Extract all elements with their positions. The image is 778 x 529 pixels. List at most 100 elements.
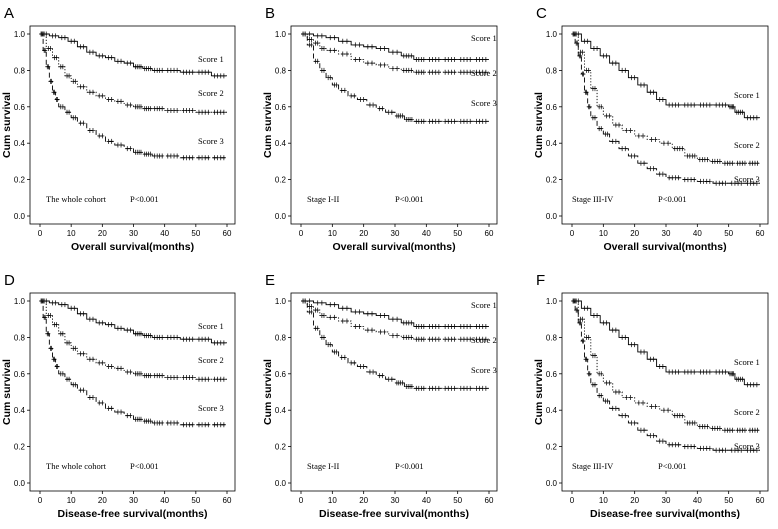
km-curve-score-3: [301, 33, 489, 122]
censor-mark: [206, 69, 211, 75]
x-tick-label: 30: [129, 229, 138, 238]
censor-mark: [382, 313, 387, 319]
censor-mark: [409, 117, 414, 123]
censor-mark: [221, 376, 226, 382]
censor-mark: [344, 51, 349, 57]
censor-mark: [72, 305, 77, 311]
censor-mark: [605, 398, 610, 404]
km-curve-score-2: [572, 33, 760, 164]
censor-mark: [221, 422, 226, 428]
censor-mark: [468, 69, 473, 75]
series-label-score-1: Score 1: [198, 54, 224, 64]
censor-mark: [739, 447, 744, 453]
censor-mark: [100, 133, 105, 139]
censor-mark: [617, 122, 621, 128]
censor-mark: [452, 56, 457, 62]
cohort-annotation: Stage III-IV: [572, 194, 614, 204]
censor-mark: [661, 407, 666, 413]
censor-mark: [100, 400, 105, 406]
censor-mark: [707, 178, 712, 184]
panel-letter: D: [4, 272, 15, 289]
censor-mark: [315, 325, 320, 331]
censor-mark: [421, 336, 426, 342]
p-value: P<0.001: [395, 461, 424, 471]
censor-mark: [483, 323, 488, 329]
censor-mark: [221, 73, 226, 79]
censor-mark: [604, 320, 609, 326]
censor-mark: [109, 364, 114, 370]
y-axis-title: Cum survival: [1, 92, 13, 158]
censor-mark: [62, 35, 67, 41]
censor-mark: [160, 153, 165, 159]
censor-mark: [730, 160, 735, 166]
censor-mark: [378, 329, 383, 335]
censor-mark: [692, 420, 697, 426]
censor-mark: [190, 69, 195, 75]
censor-mark: [72, 38, 77, 44]
censor-mark: [436, 385, 441, 391]
censor-mark: [575, 40, 580, 46]
censor-mark: [730, 427, 735, 433]
censor-mark: [400, 113, 405, 119]
censor-mark: [54, 55, 59, 61]
censor-mark: [409, 384, 414, 390]
series-label-score-2: Score 2: [734, 140, 760, 150]
censor-mark: [586, 67, 591, 73]
censor-mark: [371, 369, 376, 375]
km-curve-score-1: [572, 300, 760, 386]
series-label-score-2: Score 2: [471, 335, 497, 345]
censor-mark: [332, 302, 337, 308]
series-label-score-1: Score 1: [471, 300, 497, 310]
censor-mark: [605, 131, 610, 137]
censor-mark: [334, 349, 339, 355]
censor-mark: [138, 331, 143, 337]
censor-mark: [309, 309, 314, 315]
x-axis-title: Overall survival(months): [603, 241, 726, 253]
y-tick-label: 0.2: [14, 176, 26, 185]
censor-mark: [592, 86, 597, 92]
y-tick-label: 0.2: [14, 443, 26, 452]
censor-mark: [175, 374, 180, 380]
censor-mark: [148, 333, 153, 339]
censor-mark: [160, 106, 165, 112]
censor-mark: [578, 320, 583, 326]
censor-mark: [595, 46, 600, 52]
censor-mark: [680, 413, 685, 419]
plot-frame: [561, 292, 769, 492]
censor-mark: [81, 84, 86, 90]
y-tick-label: 0.2: [275, 443, 287, 452]
x-tick-label: 20: [630, 229, 639, 238]
censor-mark: [692, 177, 697, 183]
censor-mark: [642, 349, 647, 355]
x-tick-label: 20: [98, 229, 107, 238]
cohort-annotation: The whole cohort: [46, 194, 107, 204]
censor-mark: [731, 104, 736, 110]
censor-mark: [651, 89, 656, 95]
censor-mark: [73, 115, 78, 121]
censor-mark: [731, 371, 736, 377]
x-tick-label: 0: [299, 496, 304, 505]
censor-mark: [128, 369, 133, 375]
censor-mark: [409, 334, 414, 340]
censor-mark: [723, 180, 728, 186]
censor-mark: [128, 413, 133, 419]
x-tick-label: 0: [570, 496, 575, 505]
censor-mark: [395, 316, 400, 322]
censor-mark: [60, 371, 65, 377]
censor-mark: [651, 356, 656, 362]
censor-mark: [613, 405, 618, 411]
censor-mark: [389, 376, 394, 382]
censor-mark: [67, 376, 72, 382]
censor-mark: [100, 360, 105, 366]
censor-mark: [705, 157, 710, 163]
x-axis-title: Overall survival(months): [332, 241, 455, 253]
censor-mark: [599, 104, 604, 110]
censor-mark: [60, 104, 65, 110]
censor-mark: [717, 425, 722, 431]
censor-mark: [592, 353, 597, 359]
censor-mark: [342, 354, 347, 360]
cohort-annotation: Stage I-II: [307, 461, 340, 471]
series-label-score-1: Score 1: [471, 33, 497, 43]
censor-mark: [90, 127, 95, 133]
y-tick-label: 0.4: [14, 139, 26, 148]
